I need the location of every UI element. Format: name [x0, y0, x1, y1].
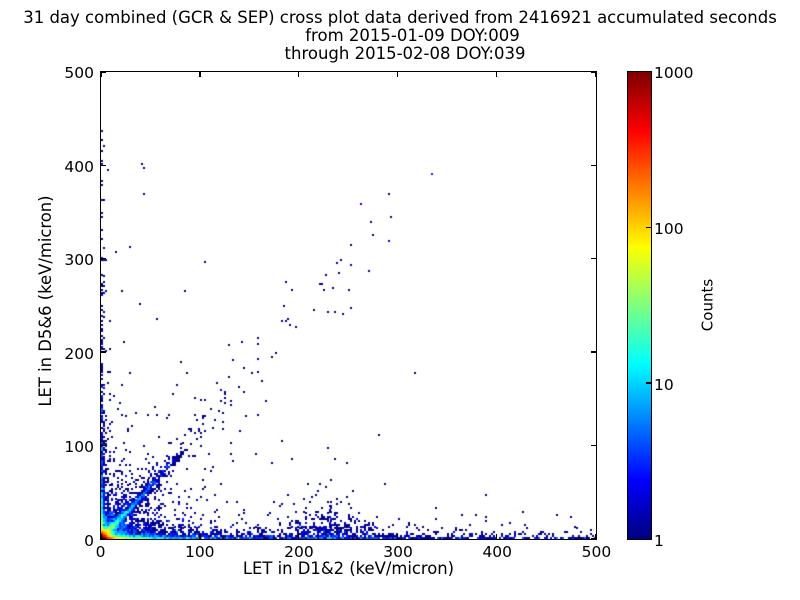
chart-title-line-2: from 2015-01-09 DOY:009: [305, 26, 520, 46]
colorbar-gradient-canvas: [628, 72, 651, 539]
y-tick-label: 300: [64, 251, 94, 270]
colorbar-tick-label: 10: [654, 376, 674, 395]
x-tick-mark: [496, 534, 498, 539]
x-tick-mark: [595, 534, 597, 539]
y-tick-label: 100: [64, 438, 94, 457]
y-tick-mark-right: [591, 444, 596, 446]
x-tick-mark-top: [199, 72, 201, 77]
x-tick-mark-top: [298, 72, 300, 77]
x-tick-label: 300: [383, 543, 413, 562]
colorbar-tick-mark: [646, 226, 651, 229]
x-tick-label: 100: [184, 543, 215, 562]
y-tick-mark-right: [591, 71, 596, 73]
y-axis-label: LET in D5&6 (keV/micron): [35, 195, 55, 407]
plot-area: [100, 71, 597, 540]
y-tick-mark: [101, 258, 106, 260]
y-tick-mark-right: [591, 351, 596, 353]
x-tick-mark: [100, 534, 102, 539]
y-tick-mark: [101, 444, 106, 446]
x-tick-mark-top: [100, 72, 102, 77]
x-tick-label: 500: [581, 543, 612, 562]
colorbar-tick-label: 100: [654, 220, 684, 239]
y-tick-label: 400: [64, 157, 94, 176]
x-tick-label: 0: [95, 543, 106, 562]
y-tick-mark: [101, 164, 106, 166]
x-tick-mark: [298, 534, 300, 539]
x-tick-mark-top: [496, 72, 498, 77]
y-tick-mark-right: [591, 164, 596, 166]
y-tick-mark: [101, 71, 106, 73]
chart-title-line-3: through 2015-02-08 DOY:039: [284, 44, 526, 64]
x-tick-mark: [199, 534, 201, 539]
colorbar-tick-label: 1: [654, 532, 664, 551]
x-tick-mark: [397, 534, 399, 539]
colorbar: [627, 71, 652, 540]
y-tick-label: 200: [64, 344, 94, 363]
colorbar-tick-mark: [646, 382, 651, 384]
colorbar-label: Counts: [698, 278, 716, 332]
x-axis-label: LET in D1&2 (keV/micron): [242, 559, 455, 578]
x-tick-label: 400: [482, 543, 513, 562]
x-tick-label: 200: [284, 543, 314, 562]
chart-title-line-1: 31 day combined (GCR & SEP) cross plot d…: [23, 8, 777, 28]
x-tick-mark-top: [397, 72, 399, 77]
scatter-points-canvas: [101, 72, 596, 539]
y-tick-mark-right: [591, 258, 596, 260]
y-tick-label: 0: [84, 531, 94, 550]
x-tick-mark-top: [595, 72, 597, 77]
y-tick-mark: [101, 538, 106, 540]
y-tick-mark: [101, 351, 106, 353]
y-tick-label: 500: [64, 64, 94, 82]
colorbar-tick-label: 1000: [654, 64, 694, 83]
y-tick-mark-right: [591, 538, 596, 540]
